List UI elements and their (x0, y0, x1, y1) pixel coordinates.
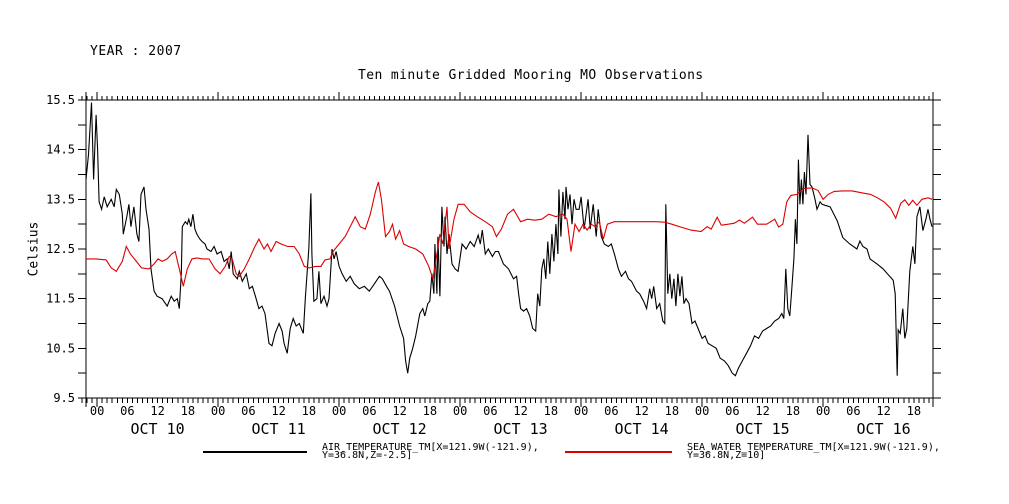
legend-label-sea-line2: Y=36.8N,Z=10] (687, 449, 766, 461)
x-day-label: OCT 15 (735, 420, 789, 438)
x-day-label: OCT 12 (372, 420, 426, 438)
y-tick-label: 13.5 (46, 192, 75, 206)
legend-line-sea-water-temperature (565, 451, 672, 453)
x-hour-label: 00 (453, 404, 467, 418)
x-hour-label: 00 (211, 404, 225, 418)
x-day-label: OCT 11 (251, 420, 305, 438)
x-hour-label: 18 (302, 404, 316, 418)
x-hour-label: 12 (755, 404, 769, 418)
x-hour-label: 00 (332, 404, 346, 418)
x-day-label: OCT 16 (856, 420, 910, 438)
x-hour-label: 12 (150, 404, 164, 418)
legend-label-sea-water-temperature: SEA_WATER_TEMPERATURE_TM[X=121.9W(-121.9… (687, 442, 940, 461)
x-hour-label: 00 (90, 404, 104, 418)
x-hour-label: 06 (241, 404, 255, 418)
x-hour-label: 18 (907, 404, 921, 418)
air-temperature-line (85, 102, 933, 377)
x-hour-label: 06 (120, 404, 134, 418)
legend-label-air-temperature: AIR_TEMPERATURE_TM[X=121.9W(-121.9), Y=3… (322, 442, 539, 461)
x-hour-label: 06 (362, 404, 376, 418)
x-hour-label: 12 (634, 404, 648, 418)
y-tick-label: 10.5 (46, 341, 75, 355)
y-tick-label: 9.5 (53, 391, 75, 405)
x-day-label: OCT 14 (614, 420, 668, 438)
x-hour-label: 18 (786, 404, 800, 418)
x-hour-label: 06 (846, 404, 860, 418)
y-tick-label: 14.5 (46, 143, 75, 157)
x-hour-label: 12 (392, 404, 406, 418)
y-tick-label: 12.5 (46, 242, 75, 256)
x-hour-label: 18 (423, 404, 437, 418)
y-tick-label: 15.5 (46, 93, 75, 107)
year-label: YEAR : 2007 (90, 44, 182, 59)
x-hour-label: 18 (665, 404, 679, 418)
legend-label-air-line2: Y=36.8N,Z=-2.5] (322, 449, 413, 461)
x-hour-label: 06 (604, 404, 618, 418)
x-hour-label: 12 (271, 404, 285, 418)
x-hour-label: 18 (544, 404, 558, 418)
chart-title: Ten minute Gridded Mooring MO Observatio… (358, 68, 704, 83)
x-hour-label: 12 (513, 404, 527, 418)
x-hour-label: 12 (876, 404, 890, 418)
x-day-label: OCT 10 (130, 420, 184, 438)
legend-line-air-temperature (203, 451, 307, 453)
legend-label-sea-line1: SEA_WATER_TEMPERATURE_TM[X=121.9W(-121.9… (687, 442, 940, 453)
x-hour-label: 06 (725, 404, 739, 418)
sea-water-temperature-line (86, 181, 933, 287)
y-tick-label: 11.5 (46, 292, 75, 306)
x-hour-label: 06 (483, 404, 497, 418)
x-hour-label: 00 (574, 404, 588, 418)
x-day-label: OCT 13 (493, 420, 547, 438)
x-hour-label: 18 (181, 404, 195, 418)
x-hour-label: 00 (816, 404, 830, 418)
x-hour-label: 00 (695, 404, 709, 418)
legend-label-air-line1: AIR_TEMPERATURE_TM[X=121.9W(-121.9), (322, 442, 539, 453)
